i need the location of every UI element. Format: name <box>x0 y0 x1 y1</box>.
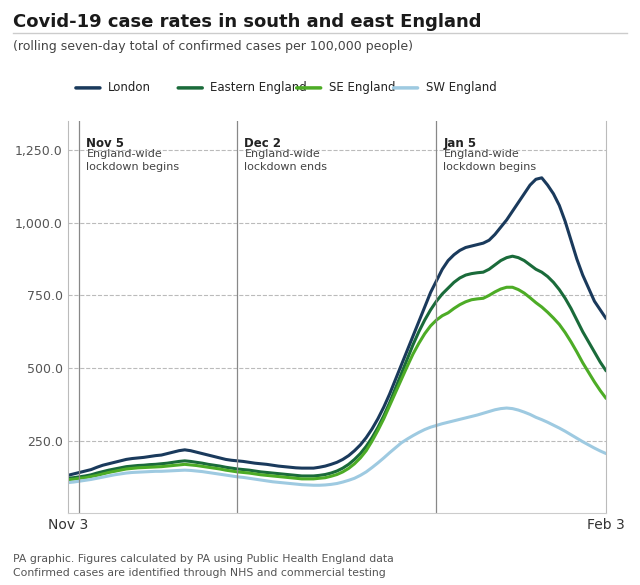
Text: England-wide
lockdown ends: England-wide lockdown ends <box>244 149 328 173</box>
Text: Covid-19 case rates in south and east England: Covid-19 case rates in south and east En… <box>13 13 481 31</box>
Text: PA graphic. Figures calculated by PA using Public Health England data
Confirmed : PA graphic. Figures calculated by PA usi… <box>13 554 394 578</box>
Text: Eastern England: Eastern England <box>211 81 307 94</box>
Text: Dec 2: Dec 2 <box>244 137 282 150</box>
Text: (rolling seven-day total of confirmed cases per 100,000 people): (rolling seven-day total of confirmed ca… <box>13 40 413 53</box>
Text: London: London <box>108 81 151 94</box>
Text: England-wide
lockdown begins: England-wide lockdown begins <box>86 149 180 173</box>
Text: SW England: SW England <box>426 81 497 94</box>
Text: England-wide
lockdown begins: England-wide lockdown begins <box>444 149 536 173</box>
Text: SE England: SE England <box>329 81 396 94</box>
Text: Jan 5: Jan 5 <box>444 137 477 150</box>
Text: Nov 5: Nov 5 <box>86 137 124 150</box>
